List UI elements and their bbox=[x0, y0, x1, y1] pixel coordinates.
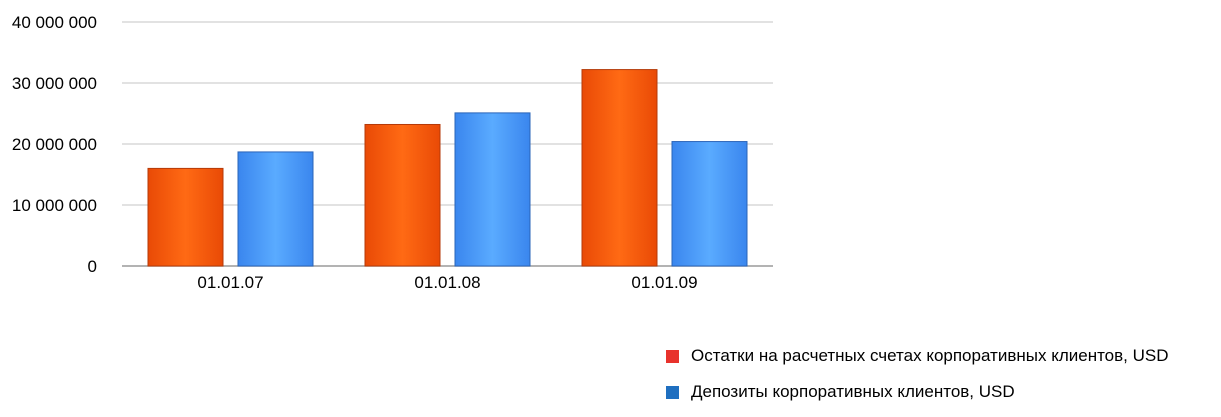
bar-balances-01.01.08 bbox=[364, 123, 441, 267]
y-tick-label: 10 000 000 bbox=[12, 196, 97, 215]
bar-chart: 0 10 000 000 20 000 000 30 000 000 40 000 00… bbox=[12, 13, 773, 292]
x-tick-label: 01.01.08 bbox=[414, 273, 480, 292]
legend-item-deposits: Депозиты корпоративных клиентов, USD bbox=[666, 381, 1169, 403]
legend-swatch-balances bbox=[666, 349, 679, 363]
x-axis: 01.01.07 01.01.08 01.01.09 bbox=[197, 273, 697, 292]
legend: Остатки на расчетных счетах корпоративны… bbox=[666, 345, 1169, 417]
y-tick-label: 0 bbox=[88, 257, 97, 276]
legend-label-balances: Остатки на расчетных счетах корпоративны… bbox=[691, 346, 1169, 365]
bar-balances-01.01.09 bbox=[581, 69, 658, 267]
legend-item-balances: Остатки на расчетных счетах корпоративны… bbox=[666, 345, 1169, 367]
gridlines bbox=[122, 21, 773, 267]
bar-deposits-01.01.09 bbox=[671, 141, 748, 267]
bar-balances-01.01.07 bbox=[147, 167, 224, 267]
legend-label-deposits: Депозиты корпоративных клиентов, USD bbox=[691, 382, 1015, 401]
x-tick-label: 01.01.09 bbox=[631, 273, 697, 292]
y-tick-label: 40 000 000 bbox=[12, 13, 97, 32]
y-tick-label: 30 000 000 bbox=[12, 74, 97, 93]
legend-swatch-deposits bbox=[666, 385, 679, 399]
bar-deposits-01.01.08 bbox=[454, 112, 531, 267]
y-axis: 0 10 000 000 20 000 000 30 000 000 40 000 00… bbox=[12, 13, 97, 276]
bars bbox=[147, 69, 748, 267]
x-tick-label: 01.01.07 bbox=[197, 273, 263, 292]
bar-deposits-01.01.07 bbox=[237, 151, 314, 267]
y-tick-label: 20 000 000 bbox=[12, 135, 97, 154]
